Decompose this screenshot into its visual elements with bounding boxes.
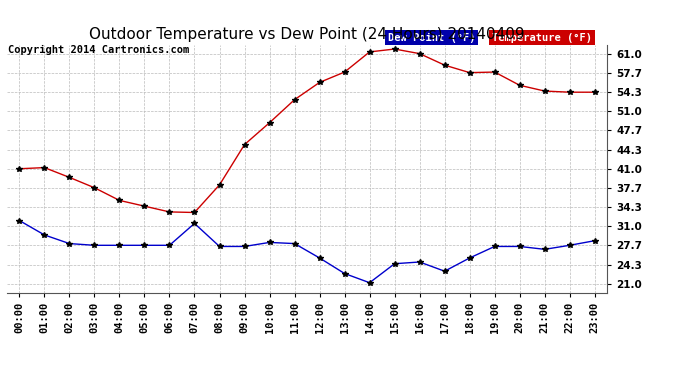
Text: Temperature (°F): Temperature (°F) (492, 33, 592, 42)
Text: Dew Point (°F): Dew Point (°F) (388, 33, 475, 42)
Text: Copyright 2014 Cartronics.com: Copyright 2014 Cartronics.com (8, 45, 189, 55)
Title: Outdoor Temperature vs Dew Point (24 Hours) 20140409: Outdoor Temperature vs Dew Point (24 Hou… (89, 27, 525, 42)
